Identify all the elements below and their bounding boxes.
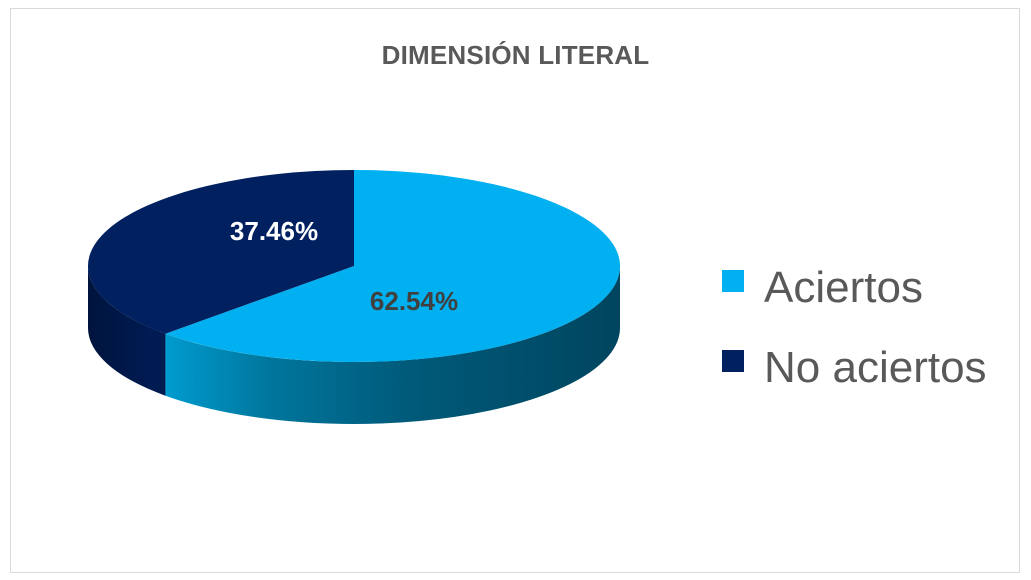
legend-item-aciertos: Aciertos <box>722 248 987 328</box>
pie-slice-aciertos <box>165 170 620 362</box>
legend-label-aciertos: Aciertos <box>764 263 923 312</box>
pie-side-aciertos <box>165 266 620 425</box>
data-label-no-aciertos: 37.46% <box>230 216 318 246</box>
legend-label-no-aciertos: No aciertos <box>764 343 987 392</box>
chart-title: DIMENSIÓN LITERAL <box>381 40 650 70</box>
pie-slice-no-aciertos <box>88 170 354 334</box>
chart-legend: Aciertos No aciertos <box>722 248 987 408</box>
legend-item-no-aciertos: No aciertos <box>722 328 987 408</box>
pie-side-no-aciertos <box>88 266 166 396</box>
data-label-aciertos: 62.54% <box>370 286 458 316</box>
legend-swatch-aciertos <box>722 270 744 292</box>
legend-swatch-no-aciertos <box>722 350 744 372</box>
